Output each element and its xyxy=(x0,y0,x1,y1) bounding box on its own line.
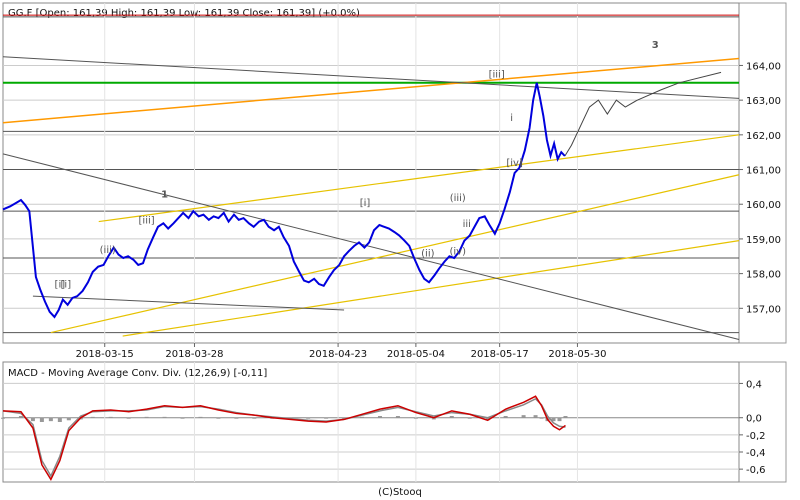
macd-histogram-bar xyxy=(108,416,113,418)
price-x-tick-label: 2018-03-15 xyxy=(76,349,134,360)
macd-histogram-bar xyxy=(180,417,185,419)
macd-plot-area xyxy=(2,361,740,483)
macd-histogram-bar xyxy=(449,416,454,418)
wave-label: i xyxy=(510,113,513,124)
macd-histogram-bar xyxy=(342,417,347,419)
macd-histogram-bar xyxy=(90,416,95,418)
macd-histogram-bar xyxy=(144,416,149,418)
price-plot-area xyxy=(2,2,740,344)
analysis-overlays xyxy=(2,14,740,341)
price-y-tick-label: 158,00 xyxy=(746,270,781,281)
macd-histogram-bar xyxy=(539,417,544,419)
price-y-tick-label: 159,00 xyxy=(746,235,781,246)
macd-histogram-bar xyxy=(563,416,568,418)
channel-upper-line xyxy=(2,57,740,124)
macd-y-tick-label: -0,2 xyxy=(746,431,766,442)
macd-histogram-bar xyxy=(521,415,526,418)
macd-histogram-bar xyxy=(413,417,418,419)
macd-histogram-bar xyxy=(377,416,382,418)
price-axes: 157,00 158,00 159,00 160,00 161,00 162,00 163,… xyxy=(76,61,781,360)
macd-histogram-bar xyxy=(66,417,71,421)
wave-label: (iii) xyxy=(100,245,116,256)
price-title: GG.F [Open: 161,39 High: 161,39 Low: 161… xyxy=(8,8,360,19)
macd-histogram-bar xyxy=(360,416,365,418)
wave-label: 1 xyxy=(161,189,168,200)
macd-y-tick-label: -0,4 xyxy=(746,448,766,459)
wave-labels: [i][i](iii)[iii][iii][i](ii) (iv)iii(iii)… xyxy=(55,40,659,290)
macd-histogram-bar xyxy=(503,416,508,418)
price-y-tick-label: 161,00 xyxy=(746,166,781,177)
wave-label: [iv] xyxy=(506,158,523,169)
channel-bottom-line xyxy=(122,240,740,337)
price-y-tick-label: 164,00 xyxy=(746,61,781,72)
wave-label: iii xyxy=(463,219,471,230)
wave-label: [i] xyxy=(55,279,66,290)
price-y-tick-label: 157,00 xyxy=(746,304,781,315)
price-line xyxy=(2,82,566,319)
macd-histogram-bar xyxy=(324,417,329,419)
macd-title: MACD - Moving Average Conv. Div. (12,26,… xyxy=(8,368,267,379)
price-y-tick-label: 163,00 xyxy=(746,96,781,107)
macd-histogram-bar xyxy=(234,417,239,419)
macd-y-tick-label: 0,0 xyxy=(746,414,762,425)
channel-lower-line xyxy=(50,174,740,334)
macd-histogram-bar xyxy=(431,417,436,420)
trend-line-down xyxy=(2,153,740,341)
price-x-tick-label: 2018-05-30 xyxy=(548,349,606,360)
price-y-tick-label: 162,00 xyxy=(746,131,781,142)
macd-histogram-bar xyxy=(57,417,62,422)
trend-line-low xyxy=(32,295,345,311)
macd-histogram-bar xyxy=(485,417,490,421)
wave-label: [i] xyxy=(61,279,72,290)
macd-histogram-bar xyxy=(551,417,556,422)
wave-label: [i] xyxy=(360,198,371,209)
macd-histogram-bar xyxy=(18,416,23,418)
macd-histogram-bar xyxy=(1,417,5,419)
price-x-tick-label: 2018-04-23 xyxy=(309,349,367,360)
wave-label: [iii] xyxy=(139,215,155,226)
macd-histogram-bar xyxy=(395,416,400,418)
macd-histogram-bar xyxy=(557,417,562,422)
macd-histogram-bar xyxy=(162,416,167,418)
macd-grid xyxy=(3,362,739,482)
macd-panel xyxy=(2,361,787,483)
macd-histogram-bar xyxy=(126,417,131,419)
macd-histogram-bar xyxy=(39,417,44,422)
price-series xyxy=(2,82,566,319)
price-x-tick-label: 2018-03-28 xyxy=(165,349,223,360)
wave-label: (iii) xyxy=(450,193,466,204)
macd-histogram-bar xyxy=(252,417,257,419)
price-x-tick-label: 2018-05-17 xyxy=(471,349,529,360)
wave-label: 3 xyxy=(652,40,659,51)
macd-y-tick-label: -0,6 xyxy=(746,465,766,476)
projection-path xyxy=(564,71,722,157)
price-panel xyxy=(2,2,787,344)
wave-label: i xyxy=(519,158,522,169)
price-y-tick-label: 160,00 xyxy=(746,200,781,211)
macd-y-tick-label: 0,4 xyxy=(746,379,762,390)
channel-middle-line xyxy=(98,134,740,223)
macd-histogram-bar xyxy=(306,417,311,419)
wave-label: (ii) xyxy=(421,248,434,259)
wave-label: [iii] xyxy=(489,70,505,81)
macd-histogram-bar xyxy=(198,416,203,418)
macd-histogram-bar xyxy=(533,415,538,418)
macd-signal-line xyxy=(2,397,566,478)
macd-histogram-bar xyxy=(216,417,221,419)
macd-axes: 0,4 0,0 -0,2 -0,4 -0,6 xyxy=(739,379,766,476)
wave-label: (iv) xyxy=(450,247,467,258)
macd-line xyxy=(2,395,566,481)
macd-histogram-bar xyxy=(30,417,35,422)
price-grid xyxy=(3,3,739,343)
footer-credit: (C)Stooq xyxy=(378,487,422,498)
macd-histogram-bar xyxy=(467,417,472,419)
macd-histogram-bar xyxy=(48,417,53,422)
price-x-tick-label: 2018-05-04 xyxy=(387,349,445,360)
macd-series xyxy=(1,395,568,481)
trend-line-top xyxy=(2,56,740,99)
